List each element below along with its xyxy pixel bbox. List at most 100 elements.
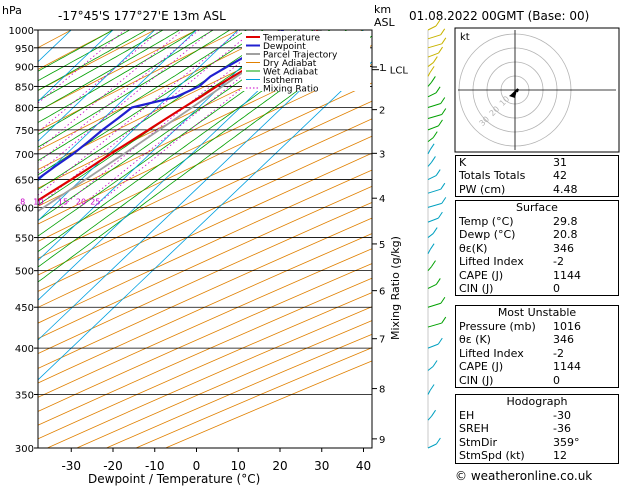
wind-barb xyxy=(427,443,437,449)
isotherm-line xyxy=(38,30,281,262)
asl-label: ASL xyxy=(374,16,396,29)
surface-row: Temp (°C) 29.8 xyxy=(456,215,618,228)
wind-barb xyxy=(427,162,432,167)
hodograph-param-row: StmSpd (kt) 12 xyxy=(456,449,618,462)
surface-panel: Surface Temp (°C) 29.8 Dewp (°C) 20.8 θε(K) 3… xyxy=(455,200,619,297)
series-parcel-trajectory xyxy=(38,30,322,213)
wind-barb xyxy=(427,52,439,58)
km-tick-label: 5 xyxy=(379,240,385,251)
km-tick-label: 6 xyxy=(379,287,385,298)
wind-barb xyxy=(427,25,437,31)
legend-entry: Temperature xyxy=(262,34,320,44)
wind-barb-flag xyxy=(431,156,436,163)
wet-adiabat-line xyxy=(38,30,180,112)
surface-label: CAPE (J) xyxy=(459,268,504,282)
plot-frame xyxy=(37,29,373,449)
wind-barb-flag xyxy=(431,409,436,417)
km-tick-label: 2 xyxy=(379,106,385,117)
isobars xyxy=(38,30,372,448)
hodograph-param-label: EH xyxy=(459,409,475,422)
wind-barb xyxy=(427,102,441,108)
x-tick-label: -10 xyxy=(145,459,165,473)
series-temperature xyxy=(38,30,322,202)
wind-barb xyxy=(427,202,442,208)
wind-barb xyxy=(427,366,434,371)
pressure-tick-label: 950 xyxy=(15,44,34,55)
mixing-ratio-label: 8 xyxy=(20,197,25,206)
wind-barb xyxy=(427,114,442,119)
legend-entry: Parcel Trajectory xyxy=(263,51,338,61)
hpa-label: hPa xyxy=(2,4,22,17)
surface-value: 1144 xyxy=(553,268,581,282)
indices-panel: K 31 Totals Totals 42 PW (cm) 4.48 xyxy=(455,155,619,198)
isotherm-line xyxy=(38,30,197,182)
wind-barb-flag xyxy=(441,108,447,115)
legend-box xyxy=(242,31,370,91)
x-tick-label: 10 xyxy=(231,459,246,473)
wind-barb xyxy=(427,72,431,77)
surface-label: Lifted Index xyxy=(459,255,524,269)
x-tick-label: 0 xyxy=(193,459,201,473)
pressure-tick-label: 400 xyxy=(15,344,34,355)
mixing-ratio-line xyxy=(38,30,126,104)
index-value: 42 xyxy=(553,169,567,183)
pressure-tick-label: 350 xyxy=(15,390,34,401)
hodograph-param-label: SREH xyxy=(459,422,489,436)
isotherm-line xyxy=(38,30,114,102)
wind-barb xyxy=(427,62,434,67)
wind-barb xyxy=(427,249,431,254)
most-unstable-row: θε (K) 346 xyxy=(456,333,618,346)
wet-adiabat-line xyxy=(38,30,231,148)
hodograph-param-value: 359° xyxy=(553,435,580,449)
surface-label: Dewp (°C) xyxy=(459,228,516,242)
most-unstable-value: 0 xyxy=(553,373,560,387)
wind-barb-flag xyxy=(438,46,443,54)
wind-barb xyxy=(427,390,431,395)
x-axis-title: Dewpoint / Temperature (°C) xyxy=(88,472,260,486)
most-unstable-row: CAPE (J) 1144 xyxy=(456,360,618,373)
wind-barb xyxy=(427,92,437,98)
isotherm-line xyxy=(38,30,364,341)
surface-label: θε(K) xyxy=(459,241,488,255)
datetime-title: 01.08.2022 00GMT (Base: 00) xyxy=(409,9,589,23)
mixing-ratio-label: 15 xyxy=(58,197,68,206)
x-tick-label: 30 xyxy=(314,459,329,473)
km-tick-label: 3 xyxy=(379,149,385,160)
index-label: PW (cm) xyxy=(459,182,506,196)
mixing-ratio-axis-title: Mixing Ratio (g/kg) xyxy=(389,236,402,340)
dry-adiabat-line xyxy=(38,292,372,440)
wind-barb-flag xyxy=(435,19,441,27)
legend-entry: Isotherm xyxy=(263,76,303,86)
wind-barb-flag xyxy=(429,66,435,73)
wind-barb-flag xyxy=(429,143,435,151)
km-tick-label: 4 xyxy=(379,194,385,205)
isotherm-line xyxy=(38,30,323,301)
surface-title: Surface xyxy=(516,201,558,214)
wind-barb xyxy=(427,302,442,308)
wind-barb xyxy=(427,43,442,49)
wind-barb xyxy=(427,284,437,289)
mixing-ratio-label: 10 xyxy=(33,197,43,206)
wind-barb-flag xyxy=(440,97,446,104)
surface-label: Temp (°C) xyxy=(459,215,514,228)
wind-barb-flag xyxy=(435,86,441,94)
most-unstable-panel: Most Unstable Pressure (mb) 1016 θε (K) 346… xyxy=(455,305,619,388)
mixing-ratio-line xyxy=(78,30,300,208)
wind-barb xyxy=(427,233,434,238)
legend-entry: Mixing Ratio xyxy=(263,85,319,95)
pressure-tick-label: 900 xyxy=(15,63,34,74)
wet-adiabat-line xyxy=(38,30,281,191)
wind-barb-flag xyxy=(430,76,436,83)
series-dewpoint xyxy=(38,30,284,181)
surface-value: -2 xyxy=(553,255,564,269)
wind-barb xyxy=(427,149,431,155)
index-label: K xyxy=(459,156,467,169)
dry-adiabat-line xyxy=(47,306,372,448)
index-value: 31 xyxy=(553,156,567,169)
copyright-footer: © weatheronline.co.uk xyxy=(455,469,593,483)
surface-value: 20.8 xyxy=(553,228,578,242)
lcl-label: - LCL xyxy=(383,66,408,77)
hodograph-param-row: EH -30 xyxy=(456,409,618,422)
hodograph-param-row: StmDir 359° xyxy=(456,436,618,449)
